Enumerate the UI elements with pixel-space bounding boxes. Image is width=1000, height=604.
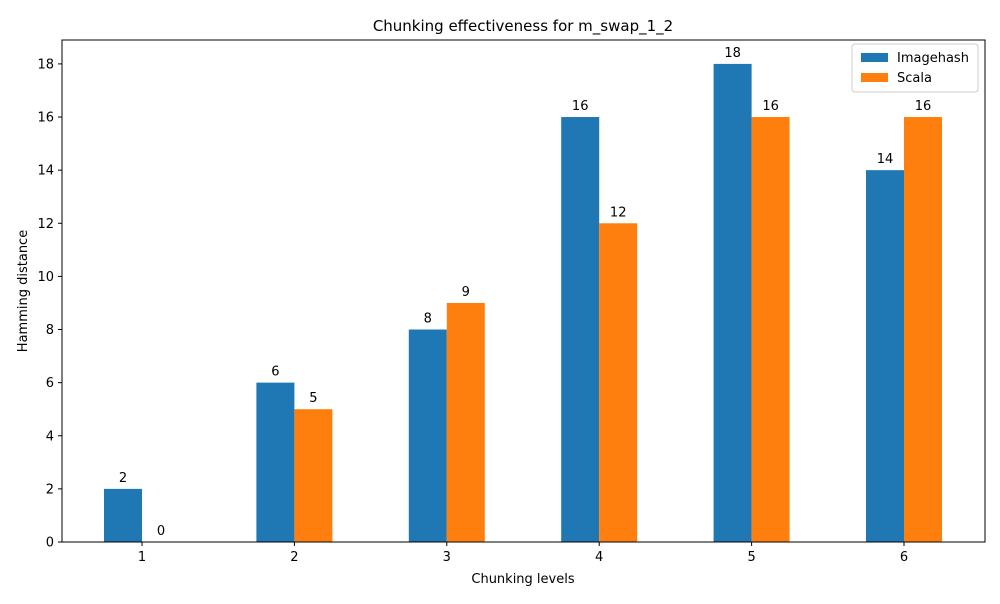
bar-scala-3 (446, 302, 485, 542)
bar-imagehash-5 (713, 63, 752, 543)
y-tick-label: 2 (46, 482, 54, 497)
data-label-imagehash-2: 6 (271, 365, 279, 380)
y-tick-label: 16 (37, 111, 54, 126)
bars-layer (104, 63, 942, 543)
data-label-scala-1: 0 (157, 524, 165, 539)
y-tick-label: 0 (46, 536, 54, 551)
data-label-scala-2: 5 (309, 391, 317, 406)
chart-title: Chunking effectiveness for m_swap_1_2 (373, 17, 673, 36)
y-tick-label: 18 (37, 57, 54, 72)
x-axis: 1 2 3 4 5 6 (138, 542, 908, 565)
data-label-imagehash-4: 16 (572, 99, 589, 114)
x-tick-label: 4 (595, 550, 603, 565)
x-tick-label: 1 (138, 550, 146, 565)
data-label-scala-5: 16 (762, 99, 779, 114)
y-axis-label: Hamming distance (16, 230, 31, 352)
data-label-scala-4: 12 (610, 205, 627, 220)
bar-imagehash-3 (408, 329, 447, 542)
y-tick-label: 4 (46, 429, 54, 444)
data-label-imagehash-1: 2 (119, 471, 127, 486)
bar-scala-2 (294, 409, 333, 542)
bar-scala-6 (904, 117, 942, 542)
bar-scala-5 (751, 117, 790, 542)
data-label-imagehash-5: 18 (724, 46, 741, 61)
x-axis-label: Chunking levels (471, 572, 574, 587)
y-axis: 0 2 4 6 8 10 12 14 16 18 (37, 57, 62, 551)
y-tick-label: 12 (37, 217, 54, 232)
legend-swatch-imagehash (861, 53, 888, 62)
data-label-imagehash-6: 14 (877, 152, 894, 167)
legend-swatch-scala (861, 73, 888, 82)
data-label-scala-3: 9 (462, 285, 470, 300)
y-tick-label: 6 (46, 376, 54, 391)
data-label-imagehash-3: 8 (424, 312, 432, 327)
bar-imagehash-1 (104, 488, 142, 542)
bar-imagehash-2 (256, 382, 295, 542)
x-tick-label: 5 (747, 550, 755, 565)
legend: Imagehash Scala (851, 43, 979, 93)
legend-label-imagehash: Imagehash (897, 51, 969, 66)
data-label-scala-6: 16 (915, 99, 932, 114)
plot-area-frame (61, 39, 986, 543)
bar-scala-4 (599, 223, 638, 542)
y-tick-label: 10 (37, 270, 54, 285)
bar-imagehash-6 (866, 170, 904, 543)
x-tick-label: 3 (443, 550, 451, 565)
x-tick-label: 2 (290, 550, 298, 565)
legend-label-scala: Scala (897, 71, 932, 86)
bar-imagehash-4 (561, 117, 600, 542)
data-labels-layer: 2 0 6 5 8 9 16 12 18 16 14 16 (119, 46, 931, 539)
x-tick-label: 6 (900, 550, 908, 565)
y-tick-label: 14 (37, 164, 54, 179)
y-tick-label: 8 (46, 323, 54, 338)
